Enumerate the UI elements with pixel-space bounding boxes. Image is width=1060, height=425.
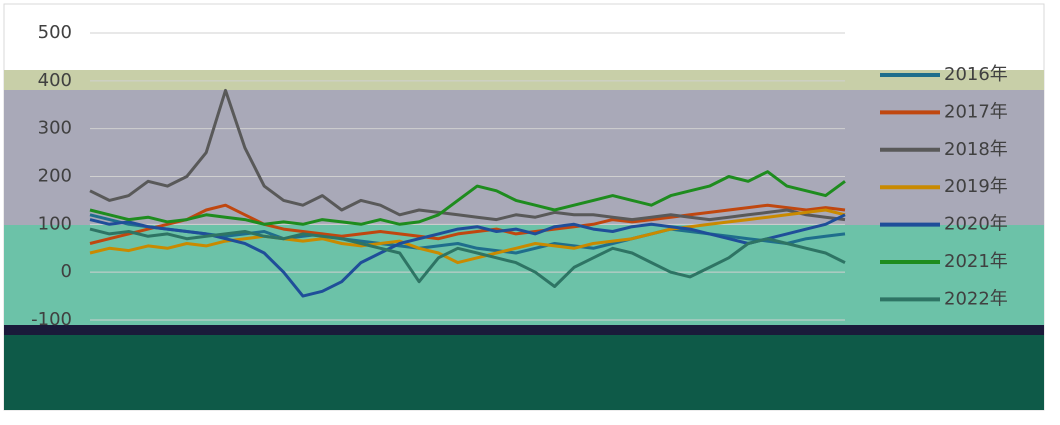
legend-label: 2022年 bbox=[944, 288, 1008, 309]
glitch-band bbox=[4, 335, 1044, 410]
series-line bbox=[89, 88, 846, 222]
series-line bbox=[89, 227, 846, 288]
y-tick-label: 500 bbox=[38, 22, 72, 43]
series-line bbox=[89, 208, 846, 265]
y-tick-label: 0 bbox=[61, 261, 72, 282]
glitch-band bbox=[4, 70, 1044, 90]
legend-label: 2017年 bbox=[944, 101, 1008, 122]
legend-label: 2016年 bbox=[944, 64, 1008, 85]
legend-label: 2020年 bbox=[944, 214, 1008, 235]
y-tick-label: 300 bbox=[38, 118, 72, 139]
series-line bbox=[89, 203, 846, 245]
legend-label: 2021年 bbox=[944, 251, 1008, 272]
legend-label: 2019年 bbox=[944, 176, 1008, 197]
glitch-band bbox=[4, 90, 1044, 225]
y-tick-label: 400 bbox=[38, 70, 72, 91]
glitch-band bbox=[4, 325, 1044, 335]
legend-label: 2018年 bbox=[944, 139, 1008, 160]
series-line bbox=[89, 170, 846, 226]
y-tick-label: 200 bbox=[38, 166, 72, 187]
y-tick-label: -100 bbox=[31, 309, 72, 330]
y-tick-label: 100 bbox=[38, 213, 72, 234]
glitch-band bbox=[4, 225, 1044, 325]
